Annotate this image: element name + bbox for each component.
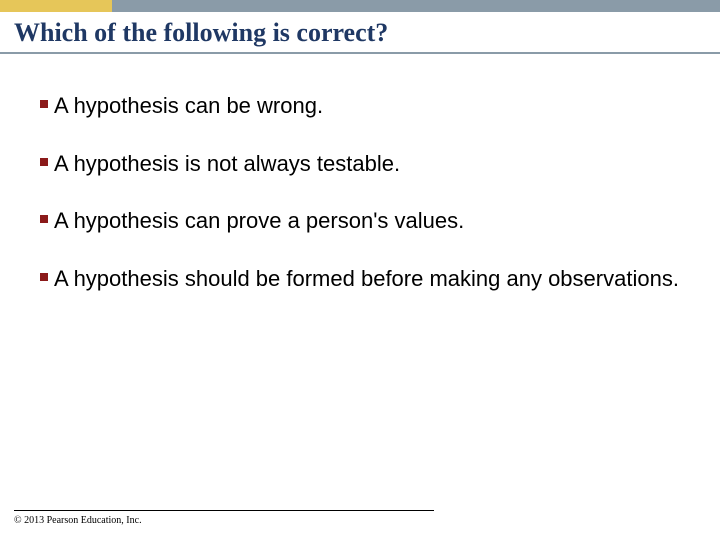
list-item: A hypothesis is not always testable. <box>40 150 680 178</box>
list-item-text: A hypothesis can be wrong. <box>54 92 323 120</box>
list-item: A hypothesis can be wrong. <box>40 92 680 120</box>
bullet-icon <box>40 273 48 281</box>
content-region: A hypothesis can be wrong. A hypothesis … <box>0 54 720 540</box>
list-item: A hypothesis should be formed before mak… <box>40 265 680 293</box>
list-item: A hypothesis can prove a person's values… <box>40 207 680 235</box>
copyright-text: © 2013 Pearson Education, Inc. <box>14 515 706 526</box>
bullet-icon <box>40 215 48 223</box>
top-accent-right <box>112 0 720 12</box>
top-accent-bar <box>0 0 720 12</box>
slide-title: Which of the following is correct? <box>14 18 706 48</box>
footer: © 2013 Pearson Education, Inc. <box>14 510 706 526</box>
list-item-text: A hypothesis can prove a person's values… <box>54 207 464 235</box>
slide: Which of the following is correct? A hyp… <box>0 0 720 540</box>
top-accent-left <box>0 0 112 12</box>
footer-rule <box>14 510 434 511</box>
list-item-text: A hypothesis is not always testable. <box>54 150 400 178</box>
bullet-icon <box>40 100 48 108</box>
list-item-text: A hypothesis should be formed before mak… <box>54 265 679 293</box>
title-region: Which of the following is correct? <box>0 12 720 52</box>
bullet-icon <box>40 158 48 166</box>
